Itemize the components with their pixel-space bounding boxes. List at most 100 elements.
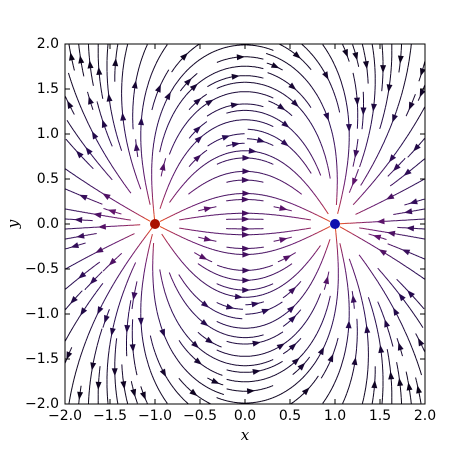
streamline-arrow	[288, 343, 297, 351]
streamline-arrow	[67, 100, 74, 109]
streamline	[327, 239, 331, 245]
streamline	[367, 266, 372, 273]
streamline-arrow	[416, 385, 422, 394]
streamline	[331, 133, 335, 140]
streamline	[316, 60, 322, 67]
streamline	[179, 218, 185, 221]
streamline	[202, 335, 208, 340]
streamline	[327, 301, 330, 308]
streamline-arrow	[384, 319, 390, 328]
streamline-arrow	[252, 369, 261, 375]
streamline	[143, 267, 146, 274]
streamline	[255, 353, 262, 356]
streamline	[149, 335, 153, 342]
streamline	[256, 76, 263, 79]
streamline	[381, 44, 383, 51]
streamline	[328, 80, 332, 87]
streamline	[116, 44, 119, 48]
streamline	[260, 368, 267, 371]
streamline	[393, 213, 397, 215]
streamline	[307, 343, 312, 349]
streamline	[352, 203, 354, 206]
streamline	[415, 162, 421, 167]
streamline	[389, 335, 392, 342]
streamline	[135, 245, 140, 251]
streamline	[159, 218, 166, 222]
streamline	[124, 53, 126, 60]
streamline	[341, 356, 345, 363]
streamline	[269, 134, 276, 138]
streamline	[333, 91, 336, 98]
streamline	[90, 74, 93, 81]
streamline	[389, 73, 392, 79]
streamline-arrow	[246, 388, 256, 395]
streamline	[266, 376, 272, 379]
streamline	[278, 268, 285, 272]
streamline	[159, 203, 163, 209]
streamline	[288, 146, 294, 152]
streamline	[202, 76, 209, 81]
streamline	[222, 121, 229, 125]
streamline	[100, 166, 106, 172]
streamline	[77, 258, 84, 263]
streamline	[358, 289, 362, 296]
streamline	[68, 236, 75, 239]
streamline-arrow	[155, 84, 161, 93]
streamline	[320, 143, 324, 149]
streamline	[217, 78, 224, 82]
streamline	[409, 184, 415, 188]
streamline	[307, 256, 313, 262]
streamline	[172, 313, 176, 319]
streamline	[141, 336, 144, 343]
streamline	[359, 163, 362, 168]
streamline	[135, 370, 138, 376]
streamline	[391, 256, 397, 261]
streamline	[231, 363, 238, 366]
streamline	[79, 351, 83, 358]
streamline	[413, 353, 417, 359]
streamline	[400, 283, 406, 288]
streamline	[152, 145, 154, 152]
streamline-arrow	[159, 368, 167, 378]
streamline	[328, 122, 332, 129]
streamline	[301, 179, 307, 185]
streamline	[96, 201, 103, 205]
streamline-arrow	[242, 231, 250, 238]
streamline	[173, 138, 177, 144]
streamline	[388, 170, 394, 176]
streamline	[207, 178, 213, 182]
streamline	[218, 250, 225, 253]
streamline	[205, 121, 208, 123]
streamline	[201, 215, 208, 217]
streamline	[197, 277, 203, 283]
streamline	[418, 111, 423, 118]
streamline	[171, 67, 176, 73]
streamline	[184, 400, 189, 405]
streamline	[256, 158, 262, 161]
streamline	[184, 68, 190, 73]
streamline	[268, 175, 275, 178]
streamline	[164, 228, 171, 233]
streamline	[265, 53, 272, 56]
streamline-arrow	[225, 303, 235, 310]
streamline	[226, 180, 233, 183]
streamline	[408, 55, 411, 62]
streamline	[81, 108, 85, 115]
streamline	[262, 121, 269, 125]
streamline-arrow	[236, 54, 245, 61]
streamline-arrow	[87, 60, 94, 69]
streamline-arrow	[106, 93, 113, 102]
streamline	[274, 136, 281, 141]
streamline	[222, 266, 229, 269]
streamline	[292, 382, 298, 387]
streamline	[67, 282, 73, 288]
streamline	[71, 59, 74, 66]
streamline	[267, 72, 274, 76]
streamline	[200, 122, 207, 127]
streamline	[207, 214, 214, 217]
streamline	[342, 398, 346, 405]
streamline	[134, 172, 138, 179]
streamline	[355, 348, 358, 355]
streamline-arrow	[203, 206, 213, 213]
streamline	[273, 177, 280, 181]
